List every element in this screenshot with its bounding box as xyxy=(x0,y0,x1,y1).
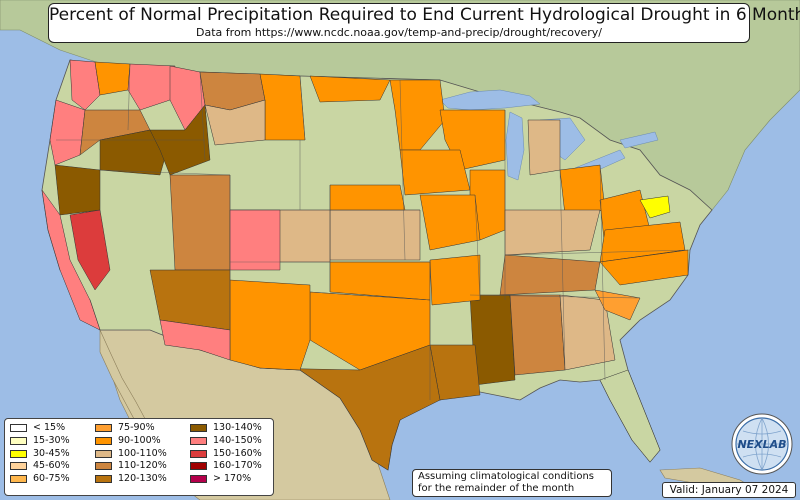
lake-superior xyxy=(439,89,541,111)
drought-regions xyxy=(41,59,689,471)
legend-label: 150-160% xyxy=(213,447,262,459)
legend-swatch xyxy=(95,449,112,458)
region-ia xyxy=(399,149,471,196)
region-fl xyxy=(599,369,661,463)
legend-swatch xyxy=(95,475,112,484)
legend-label: 60-75% xyxy=(33,473,70,485)
lake-ontario xyxy=(619,131,659,149)
lake-michigan xyxy=(505,111,525,181)
region-ky xyxy=(504,209,601,256)
region-al xyxy=(509,294,566,376)
legend-item: 75-90% xyxy=(95,422,167,434)
legend-item: 120-130% xyxy=(95,473,167,485)
region-ca-north xyxy=(41,189,101,331)
assumption-note: Assuming climatological conditions for t… xyxy=(412,469,612,497)
region-md xyxy=(639,195,671,219)
legend-label: < 15% xyxy=(33,422,66,433)
region-mt-east xyxy=(259,73,306,141)
globe-logo: NEXLAB xyxy=(731,413,793,475)
legend-swatch xyxy=(10,436,27,445)
legend-label: 90-100% xyxy=(118,434,161,446)
legend-label: 120-130% xyxy=(118,473,167,485)
legend-swatch xyxy=(190,449,207,458)
region-ca-central xyxy=(69,209,111,291)
legend: < 15% 15-30% 30-45% 45-60% 60-75% 75-90%… xyxy=(4,418,274,496)
logo-text: NEXLAB xyxy=(737,438,786,451)
legend-swatch xyxy=(10,475,27,484)
legend-item: 150-160% xyxy=(190,448,262,460)
legend-swatch xyxy=(190,475,207,484)
state-borders xyxy=(56,63,691,400)
region-mo xyxy=(419,194,481,251)
map-title: Percent of Normal Precipitation Required… xyxy=(49,5,800,25)
note-line-2: for the remainder of the month xyxy=(418,483,575,494)
region-wa-east xyxy=(127,63,176,111)
region-mt-sw xyxy=(204,99,266,146)
region-ga xyxy=(559,294,616,371)
note-line-1: Assuming climatological conditions xyxy=(418,471,594,482)
legend-label: 110-120% xyxy=(118,460,167,472)
legend-label: 30-45% xyxy=(33,447,70,459)
legend-swatch xyxy=(10,424,27,432)
region-ut xyxy=(169,174,231,271)
legend-item: 45-60% xyxy=(10,460,70,472)
legend-item: > 170% xyxy=(190,473,262,485)
legend-item: 100-110% xyxy=(95,448,167,460)
valid-date: Valid: January 07 2024 xyxy=(662,482,796,498)
legend-label: 75-90% xyxy=(118,422,155,433)
legend-label: 100-110% xyxy=(118,447,167,459)
region-nv-north xyxy=(54,164,101,216)
legend-item: 90-100% xyxy=(95,435,167,447)
legend-label: 160-170% xyxy=(213,460,262,472)
legend-swatch xyxy=(95,424,112,432)
region-nm xyxy=(229,279,311,371)
legend-item: 60-75% xyxy=(10,473,70,485)
legend-swatch xyxy=(190,462,207,471)
region-or-coast xyxy=(49,99,86,166)
legend-item: 110-120% xyxy=(95,460,167,472)
legend-swatch xyxy=(190,424,207,432)
legend-item: 30-45% xyxy=(10,448,70,460)
region-az-south xyxy=(159,319,231,361)
legend-label: 130-140% xyxy=(213,422,262,433)
region-mi xyxy=(527,119,561,176)
title-box: Percent of Normal Precipitation Required… xyxy=(48,3,800,43)
legend-item: 130-140% xyxy=(190,422,262,434)
legend-swatch xyxy=(95,436,112,445)
legend-item: 15-30% xyxy=(10,435,70,447)
legend-label: 45-60% xyxy=(33,460,70,472)
region-ar xyxy=(429,254,481,306)
map-subtitle: Data from https://www.ncdc.noaa.gov/temp… xyxy=(196,26,602,39)
legend-label: 140-150% xyxy=(213,434,262,446)
legend-swatch xyxy=(10,449,27,458)
region-tx-central xyxy=(259,344,441,471)
legend-label: > 170% xyxy=(213,473,252,485)
region-ks xyxy=(329,209,421,261)
region-ne xyxy=(329,184,406,211)
region-ut-east xyxy=(229,209,281,271)
legend-item: < 15% xyxy=(10,422,70,434)
legend-swatch xyxy=(190,436,207,445)
legend-swatch xyxy=(95,462,112,471)
legend-label: 15-30% xyxy=(33,434,70,446)
region-wa-coast xyxy=(69,59,101,111)
region-nd-east xyxy=(309,75,391,103)
region-nc xyxy=(599,249,689,286)
legend-item: 140-150% xyxy=(190,435,262,447)
legend-item: 160-170% xyxy=(190,460,262,472)
legend-swatch xyxy=(10,462,27,471)
region-wa-central xyxy=(94,61,131,96)
region-oh xyxy=(559,164,606,216)
region-tn xyxy=(499,254,601,296)
